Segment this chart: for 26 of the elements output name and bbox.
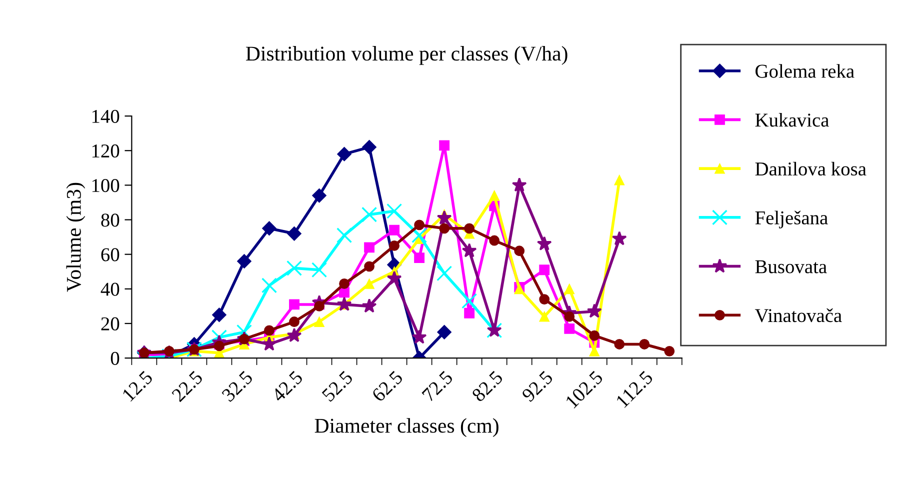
x-tick-label: 82.5 xyxy=(471,370,504,402)
legend-label: Danilova kosa xyxy=(755,162,866,176)
legend-label: Golema reka xyxy=(756,64,854,78)
y-tick-label: 120 xyxy=(92,144,120,158)
x-tick-label: 12.5 xyxy=(122,370,154,402)
legend-label: Felješana xyxy=(755,210,828,228)
y-tick-label: 60 xyxy=(101,248,120,262)
x-tick-label: 22.5 xyxy=(171,370,204,402)
legend-label: Kukavica xyxy=(755,113,829,127)
y-tick-label: 100 xyxy=(92,179,120,192)
x-axis-title: Diameter classes (cm) xyxy=(314,418,498,438)
chart-title: Distribution volume per classes (V/ha) xyxy=(246,46,568,65)
y-tick-label: 40 xyxy=(100,282,120,296)
x-tick-label: 62.5 xyxy=(371,370,404,402)
x-tick-label: 72.5 xyxy=(422,370,454,402)
y-tick-label: 140 xyxy=(92,110,120,123)
y-axis-title: Volume (m3) xyxy=(66,182,86,292)
legend-label: Busovata xyxy=(755,260,827,274)
x-tick-label: 32.5 xyxy=(221,370,254,402)
x-tick-label: 52.5 xyxy=(321,370,354,402)
y-tick-label: 0 xyxy=(110,352,120,365)
y-tick-label: 80 xyxy=(101,214,120,227)
x-tick-label: 42.5 xyxy=(270,370,304,403)
x-tick-label: 92.5 xyxy=(521,370,554,403)
y-tick-label: 20 xyxy=(101,317,120,330)
legend-label: Vinatovača xyxy=(754,308,842,322)
